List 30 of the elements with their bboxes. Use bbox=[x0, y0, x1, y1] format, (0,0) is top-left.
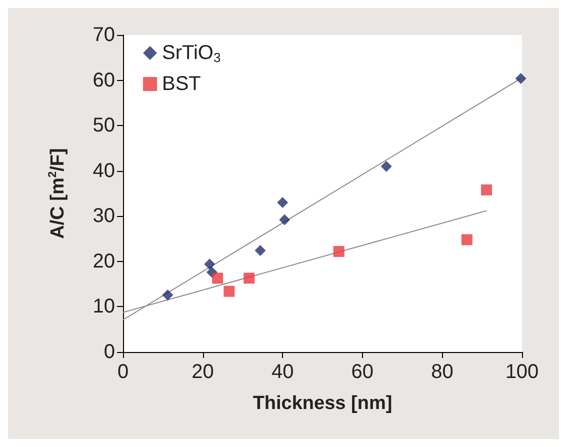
x-tick-label: 40 bbox=[271, 361, 294, 383]
point bbox=[480, 184, 492, 196]
point bbox=[461, 234, 472, 246]
point bbox=[212, 272, 224, 284]
y-axis-title: A/C [m2/F] bbox=[47, 148, 68, 239]
point bbox=[162, 289, 174, 300]
x-axis-title: Thickness [nm] bbox=[252, 393, 392, 414]
x-tick-label: 20 bbox=[192, 361, 214, 383]
y-tick-label: 70 bbox=[92, 24, 115, 46]
point bbox=[279, 214, 290, 226]
y-tick-label: 40 bbox=[92, 160, 115, 182]
legend-label: BST bbox=[162, 73, 201, 95]
point bbox=[333, 246, 344, 257]
point bbox=[515, 72, 526, 84]
y-tick-label: 60 bbox=[92, 69, 115, 92]
point bbox=[224, 286, 235, 297]
point bbox=[380, 160, 392, 172]
y-tick-label: 30 bbox=[92, 205, 115, 228]
y-tick-label: 10 bbox=[92, 296, 115, 318]
y-tick-label: 50 bbox=[92, 114, 115, 137]
x-tick-label: 60 bbox=[351, 361, 374, 383]
y-tick-label: 20 bbox=[92, 250, 115, 272]
x-tick-label: 80 bbox=[431, 361, 454, 383]
y-tick-label: 0 bbox=[104, 341, 115, 363]
point bbox=[254, 245, 266, 256]
point bbox=[277, 197, 288, 208]
x-tick-label: 0 bbox=[117, 361, 129, 383]
point bbox=[244, 272, 255, 284]
point bbox=[204, 258, 216, 270]
x-tick-label: 100 bbox=[505, 361, 539, 383]
